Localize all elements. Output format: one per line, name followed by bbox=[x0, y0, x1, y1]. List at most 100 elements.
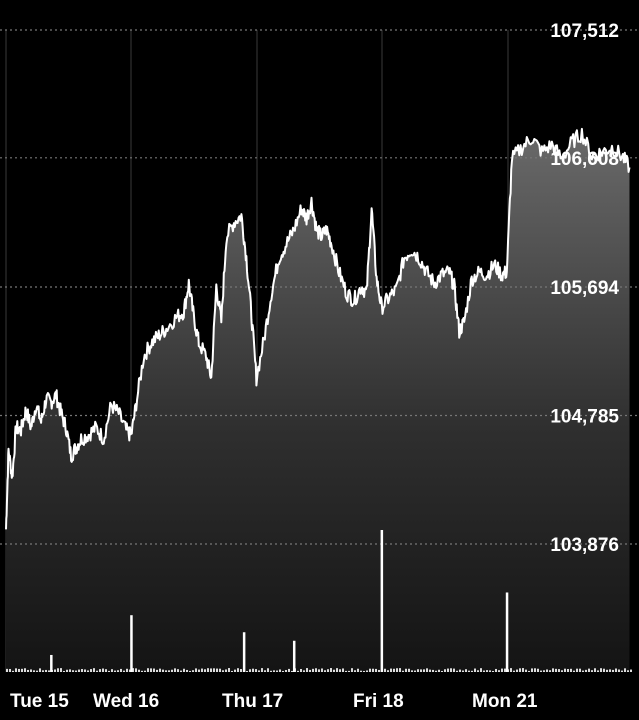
volume-bar bbox=[339, 669, 341, 672]
volume-bar bbox=[141, 670, 143, 672]
volume-bar bbox=[588, 668, 590, 672]
volume-bar bbox=[183, 668, 185, 672]
volume-bar bbox=[459, 669, 461, 672]
volume-bar bbox=[150, 668, 152, 672]
volume-bar bbox=[138, 669, 140, 672]
volume-spike bbox=[130, 615, 133, 672]
volume-bar bbox=[264, 670, 266, 672]
volume-bar bbox=[462, 670, 464, 672]
volume-bar bbox=[528, 670, 530, 672]
price-area-fill bbox=[6, 128, 630, 672]
volume-bar bbox=[348, 670, 350, 672]
volume-bar bbox=[321, 668, 323, 672]
volume-bar bbox=[54, 669, 56, 672]
volume-bar bbox=[24, 668, 26, 672]
volume-bar bbox=[207, 668, 209, 672]
volume-bar bbox=[336, 668, 338, 672]
volume-bar bbox=[393, 668, 395, 672]
x-tick-label: Mon 21 bbox=[472, 691, 538, 712]
volume-bar bbox=[177, 669, 179, 672]
volume-bar bbox=[222, 670, 224, 672]
volume-bar bbox=[327, 669, 329, 672]
volume-bar bbox=[42, 670, 44, 672]
volume-bar bbox=[78, 669, 80, 672]
volume-bar bbox=[198, 669, 200, 672]
x-tick-label: Tue 15 bbox=[10, 691, 69, 712]
volume-bar bbox=[81, 669, 83, 672]
volume-bar bbox=[351, 668, 353, 672]
volume-bar bbox=[267, 668, 269, 672]
volume-bar bbox=[255, 669, 257, 672]
volume-bar bbox=[315, 668, 317, 672]
volume-bar bbox=[516, 669, 518, 672]
x-tick-label: Wed 16 bbox=[93, 691, 159, 712]
volume-bar bbox=[300, 668, 302, 672]
volume-bar bbox=[111, 669, 113, 672]
volume-bar bbox=[309, 669, 311, 672]
volume-bar bbox=[408, 668, 410, 672]
volume-bar bbox=[12, 670, 14, 672]
volume-bar bbox=[6, 668, 8, 672]
volume-bar bbox=[201, 668, 203, 672]
volume-bar bbox=[414, 670, 416, 672]
volume-bar bbox=[531, 668, 533, 672]
volume-bar bbox=[216, 668, 218, 672]
volume-bar bbox=[465, 669, 467, 672]
volume-bar bbox=[375, 668, 377, 672]
volume-bar bbox=[291, 670, 293, 672]
volume-bar bbox=[564, 668, 566, 672]
volume-bar bbox=[402, 670, 404, 672]
volume-bar bbox=[612, 669, 614, 672]
volume-bar bbox=[555, 668, 557, 672]
volume-bar bbox=[87, 670, 89, 672]
volume-bar bbox=[306, 668, 308, 672]
volume-bar bbox=[468, 670, 470, 672]
volume-bar bbox=[186, 669, 188, 672]
volume-bar bbox=[405, 668, 407, 672]
volume-bar bbox=[570, 668, 572, 672]
x-tick-label: Fri 18 bbox=[353, 691, 404, 712]
volume-bar bbox=[549, 670, 551, 672]
volume-bar bbox=[483, 670, 485, 672]
volume-bar bbox=[174, 668, 176, 672]
volume-bar bbox=[504, 668, 506, 672]
volume-bar bbox=[513, 670, 515, 672]
volume-bar bbox=[231, 670, 233, 672]
volume-bar bbox=[120, 668, 122, 672]
volume-bar bbox=[420, 669, 422, 672]
volume-bar bbox=[96, 670, 98, 672]
volume-bar bbox=[519, 668, 521, 672]
volume-bar bbox=[597, 670, 599, 672]
volume-bar bbox=[168, 670, 170, 672]
volume-spike bbox=[292, 640, 296, 672]
volume-bar bbox=[438, 669, 440, 672]
volume-bar bbox=[240, 669, 242, 672]
price-line bbox=[5, 127, 631, 530]
volume-bar bbox=[594, 668, 596, 672]
volume-bar bbox=[558, 669, 560, 672]
volume-bar bbox=[426, 668, 428, 672]
volume-bar bbox=[417, 669, 419, 672]
volume-bar bbox=[573, 670, 575, 672]
volume-bar bbox=[276, 670, 278, 672]
volume-bar bbox=[27, 669, 29, 672]
volume-bar bbox=[471, 670, 473, 672]
y-tick-label: 103,876 bbox=[550, 535, 619, 556]
volume-bar bbox=[84, 669, 86, 672]
volume-bar bbox=[117, 670, 119, 672]
volume-bar bbox=[102, 668, 104, 672]
volume-bar bbox=[318, 669, 320, 672]
volume-bar bbox=[387, 670, 389, 672]
volume-bar bbox=[144, 670, 146, 672]
volume-bar bbox=[282, 670, 284, 672]
volume-bar bbox=[366, 670, 368, 672]
volume-bar bbox=[156, 669, 158, 672]
volume-bar bbox=[213, 668, 215, 672]
volume-bar bbox=[534, 668, 536, 672]
volume-bar bbox=[75, 670, 77, 672]
volume-bar bbox=[363, 670, 365, 672]
volume-bar bbox=[630, 669, 632, 672]
volume-bar bbox=[270, 670, 272, 672]
volume-bar bbox=[57, 668, 59, 672]
volume-bar bbox=[579, 668, 581, 672]
